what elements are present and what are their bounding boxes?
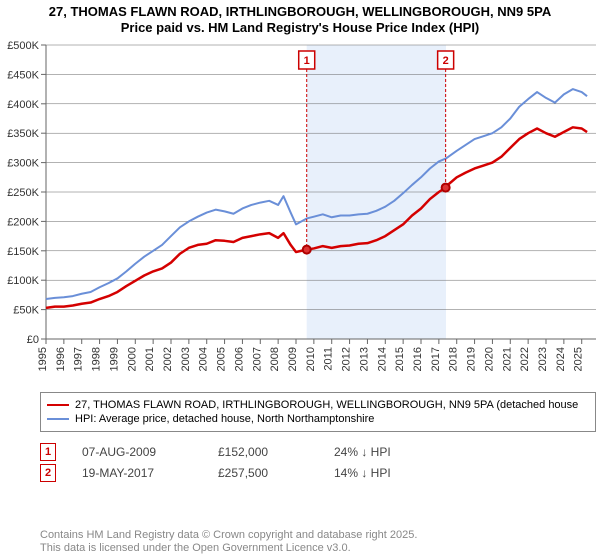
- x-tick-label: 2020: [483, 347, 495, 371]
- x-tick-label: 1998: [91, 347, 103, 371]
- legend: 27, THOMAS FLAWN ROAD, IRTHLINGBOROUGH, …: [40, 392, 596, 432]
- y-tick-label: £350K: [7, 128, 39, 140]
- x-tick-label: 2000: [126, 347, 138, 371]
- x-tick-label: 2002: [162, 347, 174, 371]
- x-tick-label: 1997: [73, 347, 85, 371]
- y-tick-label: £50K: [13, 305, 39, 317]
- legend-row: 27, THOMAS FLAWN ROAD, IRTHLINGBOROUGH, …: [47, 399, 589, 411]
- transaction-date: 07-AUG-2009: [82, 445, 192, 459]
- x-tick-label: 2021: [501, 347, 513, 371]
- x-tick-label: 2025: [573, 347, 585, 371]
- y-tick-label: £250K: [7, 187, 39, 199]
- title-subtitle: Price paid vs. HM Land Registry's House …: [8, 20, 592, 36]
- transaction-row: 2 19-MAY-2017 £257,500 14% ↓ HPI: [40, 464, 391, 482]
- x-tick-label: 2008: [269, 347, 281, 371]
- chart-container: { "title_line1": "27, THOMAS FLAWN ROAD,…: [0, 0, 600, 560]
- x-tick-label: 2011: [323, 347, 335, 371]
- y-tick-label: £100K: [7, 275, 39, 287]
- title-address: 27, THOMAS FLAWN ROAD, IRTHLINGBOROUGH, …: [8, 4, 592, 20]
- x-tick-label: 2004: [198, 347, 210, 371]
- x-tick-label: 2003: [180, 347, 192, 371]
- x-tick-label: 2001: [144, 347, 156, 371]
- y-tick-label: £150K: [7, 246, 39, 258]
- x-tick-label: 2007: [251, 347, 263, 371]
- x-tick-label: 2006: [233, 347, 245, 371]
- transaction-price: £152,000: [218, 445, 308, 459]
- transaction-price: £257,500: [218, 466, 308, 480]
- legend-row: HPI: Average price, detached house, Nort…: [47, 413, 589, 425]
- legend-label: HPI: Average price, detached house, Nort…: [75, 413, 374, 425]
- svg-text:2: 2: [443, 55, 449, 67]
- transaction-marker: 2: [40, 464, 56, 482]
- transaction-marker: 1: [40, 443, 56, 461]
- x-tick-label: 2013: [358, 347, 370, 371]
- transaction-table: 1 07-AUG-2009 £152,000 24% ↓ HPI 2 19-MAY-201…: [40, 440, 391, 485]
- legend-swatch: [47, 418, 69, 420]
- svg-text:1: 1: [304, 55, 310, 67]
- y-tick-label: £450K: [7, 70, 39, 82]
- y-tick-label: £0: [27, 334, 39, 346]
- x-tick-label: 2016: [412, 347, 424, 371]
- x-tick-label: 2010: [305, 347, 317, 371]
- x-tick-label: 1999: [108, 347, 120, 371]
- transaction-delta: 14% ↓ HPI: [334, 466, 391, 480]
- x-tick-label: 1995: [37, 347, 49, 371]
- transaction-date: 19-MAY-2017: [82, 466, 192, 480]
- legend-label: 27, THOMAS FLAWN ROAD, IRTHLINGBOROUGH, …: [75, 399, 578, 411]
- transaction-row: 1 07-AUG-2009 £152,000 24% ↓ HPI: [40, 443, 391, 461]
- x-tick-label: 2015: [394, 347, 406, 371]
- y-tick-label: £300K: [7, 158, 39, 170]
- attribution-line2: This data is licensed under the Open Gov…: [40, 542, 417, 556]
- chart-plot-area: £0 £50K £100K £150K £200K £250K £300K £350K £400…: [0, 39, 600, 379]
- x-tick-label: 2022: [519, 347, 531, 371]
- y-tick-label: £500K: [7, 40, 39, 52]
- x-tick-label: 2018: [448, 347, 460, 371]
- legend-swatch: [47, 404, 69, 406]
- x-tick-label: 1996: [55, 347, 67, 371]
- x-tick-label: 2005: [216, 347, 228, 371]
- chart-title: 27, THOMAS FLAWN ROAD, IRTHLINGBOROUGH, …: [0, 0, 600, 35]
- transaction-delta: 24% ↓ HPI: [334, 445, 391, 459]
- x-tick-label: 2014: [376, 347, 388, 371]
- x-tick-label: 2012: [341, 347, 353, 371]
- y-tick-label: £200K: [7, 217, 39, 229]
- chart-svg: £0 £50K £100K £150K £200K £250K £300K £350K £400…: [0, 39, 600, 379]
- attribution-line1: Contains HM Land Registry data © Crown c…: [40, 529, 417, 543]
- x-tick-label: 2017: [430, 347, 442, 371]
- x-tick-label: 2019: [466, 347, 478, 371]
- x-tick-label: 2009: [287, 347, 299, 371]
- x-tick-label: 2023: [537, 347, 549, 371]
- y-tick-label: £400K: [7, 99, 39, 111]
- attribution: Contains HM Land Registry data © Crown c…: [40, 529, 417, 557]
- x-tick-label: 2024: [555, 347, 567, 371]
